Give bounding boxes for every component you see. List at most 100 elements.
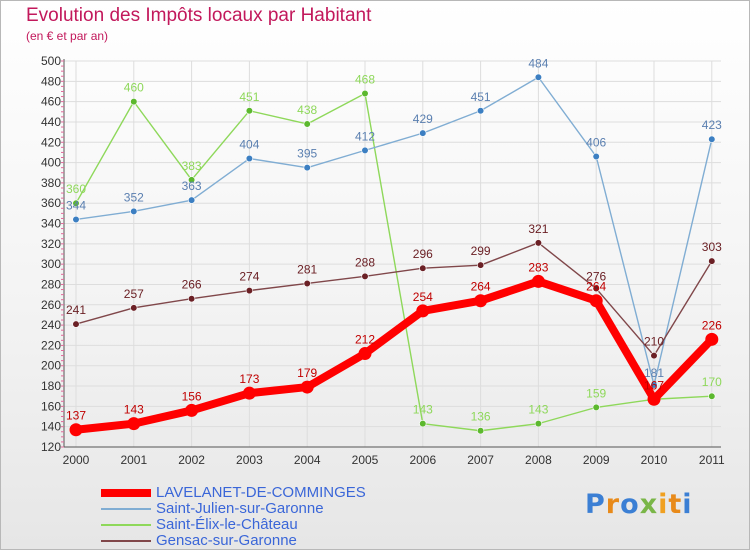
data-label: 321	[528, 222, 548, 236]
data-point	[592, 152, 600, 161]
data-label: 266	[182, 278, 202, 292]
x-tick-label: 2009	[583, 453, 610, 467]
data-label: 137	[66, 409, 86, 423]
y-tick-label: 400	[41, 156, 61, 170]
legend-label: LAVELANET-DE-COMMINGES	[156, 484, 366, 501]
y-tick-label: 360	[41, 196, 61, 210]
y-tick-label: 460	[41, 95, 61, 109]
data-point	[534, 239, 543, 247]
data-point	[592, 284, 600, 293]
legend-label: Saint-Élix-le-Château	[156, 516, 298, 533]
data-label: 423	[702, 118, 722, 132]
y-tick-label: 440	[41, 115, 61, 129]
data-label: 226	[702, 318, 722, 332]
data-point	[534, 73, 543, 81]
legend-label: Gensac-sur-Garonne	[156, 532, 297, 549]
data-label: 344	[66, 198, 86, 212]
data-point	[534, 420, 543, 428]
data-label: 360	[66, 182, 86, 196]
x-tick-label: 2001	[120, 453, 147, 467]
x-tick-label: 2010	[641, 453, 668, 467]
data-label: 173	[239, 372, 259, 386]
data-point	[361, 272, 369, 280]
data-point	[708, 135, 716, 143]
legend-label: Saint-Julien-sur-Garonne	[156, 500, 324, 517]
y-tick-label: 120	[41, 440, 61, 454]
series-line	[75, 92, 713, 432]
data-label: 484	[528, 56, 548, 70]
data-label: 283	[528, 260, 548, 274]
data-label: 451	[471, 90, 491, 104]
data-point	[650, 381, 658, 389]
data-label: 143	[124, 403, 144, 417]
data-point	[303, 164, 311, 172]
x-tick-label: 2005	[352, 453, 379, 467]
x-tick-label: 2004	[294, 453, 321, 467]
data-label: 212	[355, 333, 375, 347]
data-point	[72, 199, 80, 207]
data-point	[130, 207, 138, 215]
data-label: 181	[644, 366, 664, 380]
legend-swatch	[101, 524, 151, 526]
data-label: 404	[239, 138, 259, 152]
data-label: 395	[297, 147, 317, 161]
data-point	[477, 107, 485, 115]
data-point	[300, 380, 314, 394]
chart-subtitle: (en € et par an)	[26, 29, 109, 43]
y-tick-label: 320	[41, 237, 61, 251]
data-point	[69, 423, 83, 437]
data-point	[358, 347, 372, 361]
data-point	[477, 261, 485, 269]
data-point	[127, 417, 141, 431]
data-point	[592, 403, 600, 411]
data-label: 288	[355, 255, 375, 269]
data-label: 276	[586, 270, 606, 284]
data-label: 254	[413, 290, 433, 304]
data-label: 451	[239, 90, 259, 104]
data-label: 179	[297, 366, 317, 380]
series-line	[75, 76, 713, 386]
x-tick-label: 2000	[63, 453, 90, 467]
data-label: 167	[644, 378, 664, 392]
y-tick-label: 260	[41, 298, 61, 312]
data-point	[303, 120, 311, 128]
data-label: 241	[66, 303, 86, 317]
y-tick-label: 380	[41, 176, 61, 190]
data-point	[245, 107, 253, 115]
data-label: 143	[528, 403, 548, 417]
x-tick-label: 2002	[178, 453, 205, 467]
data-point	[130, 304, 138, 312]
data-point	[416, 304, 430, 318]
data-point	[361, 146, 369, 154]
x-tick-label: 2007	[467, 453, 494, 467]
data-label: 303	[702, 240, 722, 254]
legend-swatch	[101, 540, 151, 542]
y-tick-label: 220	[41, 338, 61, 352]
y-tick-label: 420	[41, 135, 61, 149]
data-label: 264	[586, 280, 606, 294]
data-point	[72, 320, 80, 328]
y-tick-label: 240	[41, 318, 61, 332]
data-label: 281	[297, 262, 317, 276]
data-label: 299	[471, 244, 491, 258]
data-point	[361, 89, 369, 98]
legend-swatch	[101, 489, 151, 497]
data-point	[419, 420, 427, 428]
data-point	[474, 294, 488, 308]
data-label: 406	[586, 135, 606, 149]
data-point	[188, 295, 196, 303]
data-label: 143	[413, 403, 433, 417]
legend-swatch	[101, 508, 151, 510]
data-label: 468	[355, 73, 375, 87]
data-point	[705, 332, 719, 346]
data-label: 257	[124, 287, 144, 301]
y-tick-label: 280	[41, 277, 61, 291]
data-label: 274	[239, 270, 259, 284]
data-point	[188, 196, 196, 204]
data-label: 264	[471, 280, 491, 294]
data-label: 210	[644, 335, 664, 349]
series-line	[75, 242, 713, 357]
y-tick-label: 340	[41, 217, 61, 231]
